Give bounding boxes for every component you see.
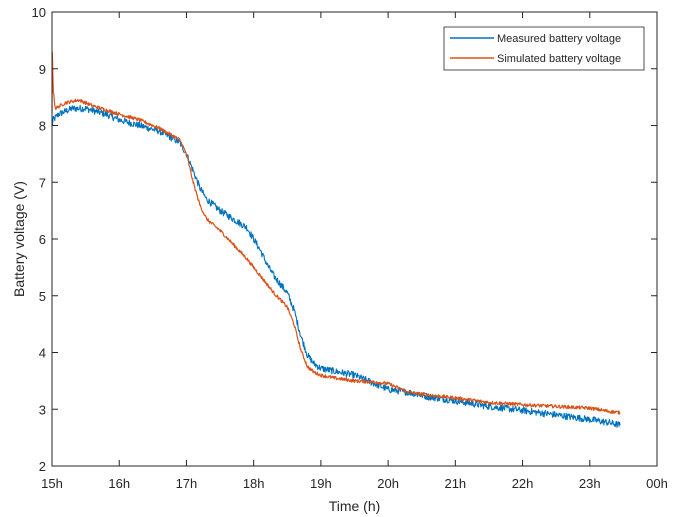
y-tick-label: 6 [39,232,46,247]
x-tick-label: 22h [512,476,534,491]
x-tick-label: 21h [444,476,466,491]
y-tick-label: 5 [39,289,46,304]
ticks-layer: 15h 16h 17h 18h 19h 20h 21h 22h 23h 00h 2 3 4 5 6 7 8 9 10 [32,5,668,491]
x-tick-label: 17h [176,476,198,491]
legend-label-measured: Measured battery voltage [497,33,621,45]
legend: Measured battery voltage Simulated batte… [443,26,645,71]
y-axis-label: Battery voltage (V) [11,181,27,297]
x-axis-label: Time (h) [329,498,381,514]
y-tick-label: 3 [39,402,46,417]
y-tick-label: 4 [39,346,46,361]
series-layer [51,51,621,428]
y-tick-label: 8 [39,119,46,134]
series-line-measured [51,104,621,428]
y-tick-label: 2 [39,459,46,474]
legend-label-simulated: Simulated battery voltage [497,53,621,65]
x-tick-label: 20h [377,476,399,491]
x-tick-label: 15h [41,476,63,491]
legend-box [443,26,645,71]
plot-area [52,12,657,466]
x-tick-label: 23h [579,476,601,491]
series-line-simulated [51,51,621,415]
y-tick-label: 10 [32,5,46,20]
x-tick-label: 19h [310,476,332,491]
y-tick-label: 9 [39,62,46,77]
x-tick-label: 18h [243,476,265,491]
x-tick-label: 00h [646,476,668,491]
x-tick-label: 16h [108,476,130,491]
y-tick-label: 7 [39,175,46,190]
